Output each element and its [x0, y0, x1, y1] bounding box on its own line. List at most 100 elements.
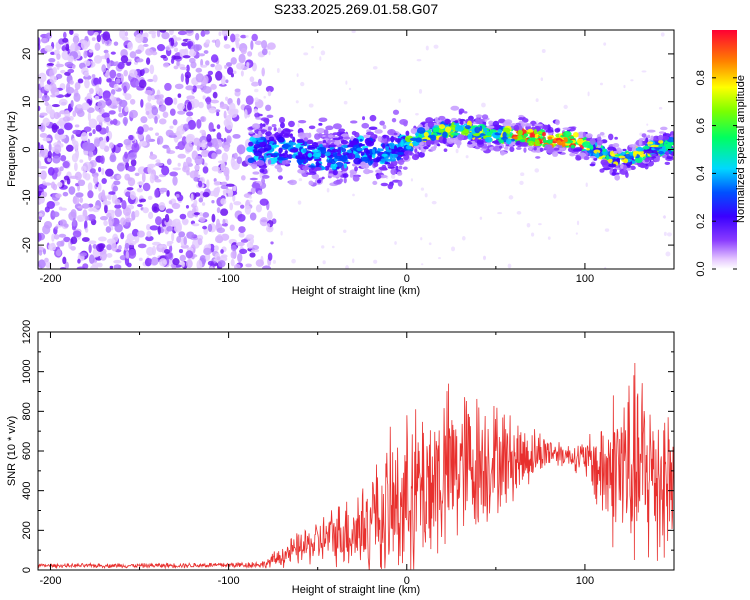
spectrogram-noise-cell: [117, 61, 125, 70]
spectrogram-noise-cell: [245, 95, 254, 106]
spectrogram-noise-cell: [185, 250, 194, 259]
spectrogram-noise-cell: [547, 236, 551, 240]
spectrogram-noise-cell: [119, 99, 128, 108]
spectrogram-noise-cell: [114, 223, 123, 233]
spectrogram-signal-cell: [277, 136, 285, 143]
spectrogram-signal-cell: [488, 120, 494, 126]
spectrogram-signal-cell: [303, 148, 307, 153]
spectrogram-signal-cell: [405, 130, 410, 137]
spectrogram-noise-cell: [218, 83, 227, 87]
spectrogram-noise-cell: [249, 252, 256, 258]
spectrogram-signal-cell: [359, 138, 363, 142]
spectrogram-noise-cell: [60, 69, 66, 74]
spectrogram-noise-cell: [156, 30, 161, 38]
spectrogram-noise-cell: [64, 61, 74, 68]
spectrogram-noise-cell: [255, 259, 265, 267]
spectrogram-noise-cell: [97, 166, 102, 173]
spectrogram-noise-cell: [519, 180, 524, 185]
spectrogram-signal-cell: [527, 128, 534, 133]
spectrogram-noise-cell: [75, 192, 84, 198]
spectrogram-noise-cell: [63, 175, 70, 181]
spectrogram-signal-cell: [599, 131, 605, 136]
spectrogram-noise-cell: [265, 85, 274, 93]
spectrogram-noise-cell: [87, 190, 94, 199]
spectrogram-noise-cell: [431, 200, 437, 205]
spectrogram-noise-cell: [105, 226, 112, 233]
spectrogram-noise-cell: [116, 72, 122, 78]
spectrogram-noise-cell: [86, 107, 95, 113]
spectrogram-noise-cell: [599, 82, 603, 86]
snr-x-label: Height of straight line (km): [292, 584, 420, 596]
spectrogram-noise-cell: [251, 245, 260, 251]
spectrogram-noise-cell: [266, 223, 271, 228]
spectrogram-signal-cell: [504, 119, 513, 125]
spectrogram-noise-cell: [662, 215, 666, 219]
spectrogram-noise-cell: [147, 163, 156, 168]
spectrogram-signal-cell: [623, 158, 629, 164]
spectrogram-noise-cell: [63, 236, 71, 243]
spectrogram-noise-cell: [106, 135, 110, 143]
spectrogram-noise-cell: [194, 155, 203, 166]
spectrogram-noise-cell: [372, 66, 378, 70]
spectrogram-signal-cell: [308, 165, 315, 168]
spectrogram-signal-cell: [484, 136, 493, 143]
spectrogram-signal-cell: [399, 119, 409, 125]
spectrogram-signal-cell: [389, 136, 398, 141]
spectrogram-noise-cell: [42, 182, 52, 186]
spectrogram-noise-cell: [89, 88, 94, 95]
spectrogram-y-ticks: -20 -10 0 10 20: [21, 29, 674, 270]
spectrogram-signal-cell: [341, 144, 350, 149]
spectrogram-noise-cell: [246, 234, 255, 240]
spectrogram-noise-cell: [83, 126, 92, 132]
spectrogram-noise-cell: [217, 260, 226, 268]
spectrogram-noise-cell: [53, 111, 60, 120]
spectrogram-noise-cell: [98, 107, 105, 115]
spectrogram-signal-cell: [612, 143, 620, 148]
spectrogram-signal-cell: [261, 174, 270, 179]
spectrogram-noise-cell: [124, 242, 130, 250]
spectrogram-x-label: Height of straight line (km): [292, 285, 420, 297]
spectrogram-noise-cell: [147, 94, 152, 102]
spectrogram-noise-cell: [520, 172, 525, 177]
spectrogram-signal-cell: [547, 136, 553, 140]
spectrogram-signal-cell: [330, 163, 338, 170]
spectrogram-signal-cell: [253, 155, 260, 161]
spectrogram-signal-cell: [324, 165, 330, 171]
spectrogram-noise-cell: [120, 74, 124, 83]
spectrogram-signal-cell: [390, 168, 397, 175]
spectrogram-noise-cell: [221, 152, 229, 163]
snr-y-tick-label: 600: [21, 442, 33, 460]
spectrogram-signal-cell: [389, 153, 393, 160]
spectrogram-noise-cell: [62, 37, 69, 43]
spectrogram-signal-cell: [320, 147, 327, 155]
spectrogram-signal-cell: [504, 146, 509, 150]
spectrogram-noise-cell: [225, 62, 232, 67]
spectrogram-noise-cell: [104, 203, 108, 214]
spectrogram-noise-cell: [184, 142, 194, 153]
spectrogram-noise-cell: [144, 90, 153, 95]
spectrogram-noise-cell: [179, 66, 188, 70]
spectrogram-noise-cell: [185, 74, 190, 85]
spectrogram-noise-cell: [126, 177, 133, 182]
spectrogram-noise-cell: [181, 261, 185, 268]
spectrogram-y-tick-label: 20: [21, 48, 33, 60]
spectrogram-noise-cell: [70, 42, 76, 52]
spectrogram-noise-cell: [69, 30, 74, 35]
spectrogram-signal-cell: [297, 119, 307, 124]
spectrogram-noise-cell: [99, 251, 108, 261]
spectrogram-signal-cell: [255, 117, 262, 120]
spectrogram-signal-cell: [442, 131, 448, 139]
spectrogram-signal-cell: [320, 153, 326, 159]
spectrogram-noise-cell: [193, 176, 200, 182]
spectrogram-noise-cell: [216, 124, 221, 130]
spectrogram-noise-cell: [297, 200, 302, 205]
spectrogram-signal-cell: [644, 157, 650, 163]
spectrogram-x-tick-label: -100: [218, 273, 240, 285]
spectrogram-noise-cell: [186, 95, 195, 100]
spectrogram-noise-cell: [83, 150, 89, 156]
spectrogram-noise-cell: [225, 183, 235, 187]
spectrogram-noise-cell: [164, 249, 170, 254]
spectrogram-noise-cell: [128, 240, 137, 246]
spectrogram-noise-cell: [103, 92, 110, 102]
spectrogram-signal-cell: [328, 144, 337, 148]
